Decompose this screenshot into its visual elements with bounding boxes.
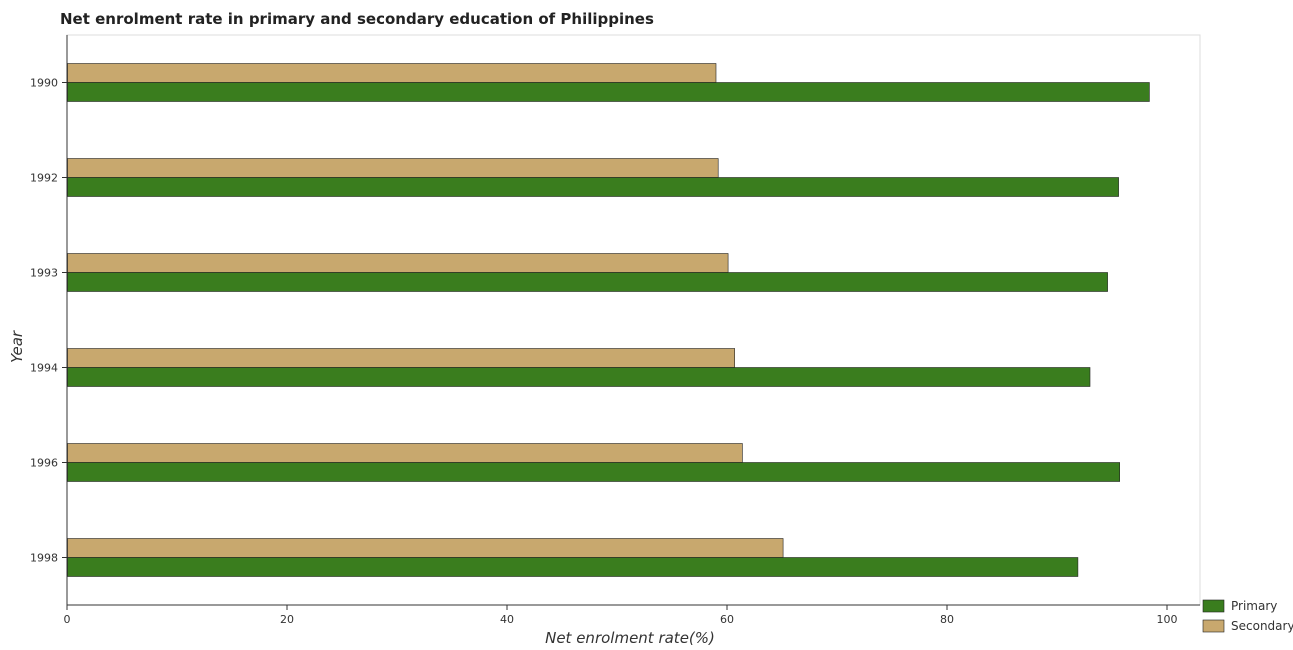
legend-swatch-secondary <box>1202 619 1225 633</box>
bar-primary-1993 <box>67 272 1108 292</box>
x-tick-label: 80 <box>940 613 954 626</box>
y-tick-label: 1994 <box>30 362 58 375</box>
bar-primary-1992 <box>67 177 1119 197</box>
x-tick-label: 40 <box>500 613 514 626</box>
bar-primary-1998 <box>67 557 1079 577</box>
bar-primary-1996 <box>67 462 1120 482</box>
bar-secondary-1996 <box>67 443 743 463</box>
x-axis-label: Net enrolment rate(%) <box>545 629 715 647</box>
x-tick-label: 0 <box>64 613 71 626</box>
bar-secondary-1993 <box>67 253 729 273</box>
y-tick-label: 1996 <box>30 457 58 470</box>
bar-secondary-1994 <box>67 348 736 368</box>
bar-secondary-1992 <box>67 158 719 178</box>
chart-title: Net enrolment rate in primary and second… <box>60 10 654 28</box>
y-axis-label: Year <box>8 330 26 363</box>
legend-swatch-primary <box>1202 599 1225 613</box>
bar-secondary-1998 <box>67 538 784 558</box>
y-tick-label: 1990 <box>30 77 58 90</box>
bar-secondary-1990 <box>67 63 717 83</box>
x-tick-label: 60 <box>720 613 734 626</box>
y-tick-label: 1998 <box>30 552 58 565</box>
legend-label-primary: Primary <box>1231 599 1277 613</box>
y-tick-label: 1992 <box>30 172 58 185</box>
bar-primary-1994 <box>67 367 1091 387</box>
plot-area: 0 20 40 60 80 100 1990 1992 1993 1994 1996 1998 <box>30 34 1201 626</box>
plot-frame <box>66 34 1201 606</box>
legend: Primary Secondary <box>1202 599 1293 633</box>
bar-primary-1990 <box>67 82 1150 102</box>
y-tick-label: 1993 <box>30 267 58 280</box>
legend-label-secondary: Secondary <box>1231 619 1293 633</box>
x-tick-label: 20 <box>280 613 294 626</box>
x-tick-label: 100 <box>1157 613 1178 626</box>
